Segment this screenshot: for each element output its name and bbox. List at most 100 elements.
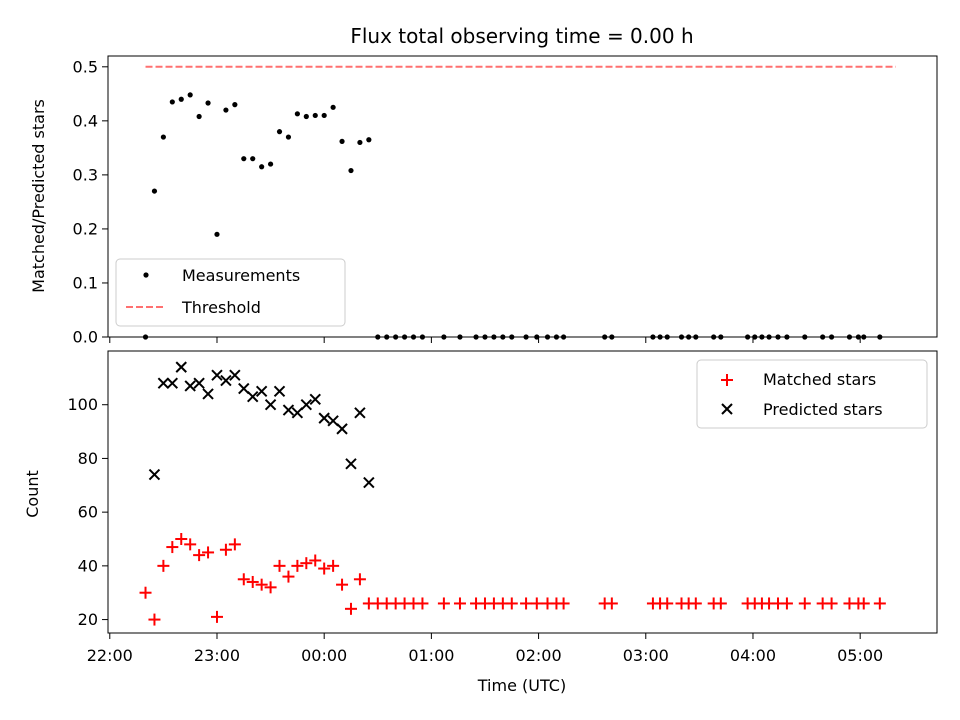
matched-stars-point	[520, 597, 533, 610]
measurements-point	[766, 334, 772, 340]
matched-stars-point	[557, 597, 570, 610]
measurements-point	[339, 138, 345, 144]
measurements-point	[312, 112, 318, 119]
matched-stars-point	[336, 578, 349, 591]
matched-stars-point	[530, 597, 543, 610]
ytick-label: 0.5	[73, 57, 98, 76]
matched-stars-point	[505, 597, 518, 610]
measurements-point	[602, 334, 608, 340]
predicted-stars-point	[211, 369, 223, 381]
matched-stars-point	[437, 597, 450, 610]
predicted-stars-point	[238, 382, 250, 395]
measurements-point	[693, 334, 699, 340]
measurements-point	[375, 334, 381, 340]
legend-matched-marker	[721, 374, 733, 386]
legend-predicted-label: Predicted stars	[763, 400, 883, 419]
measurements-point	[285, 134, 292, 140]
matched-stars-point	[157, 559, 170, 572]
matched-stars-point	[273, 559, 286, 572]
xtick-label: 04:00	[730, 646, 776, 665]
legend-measurements-label: Measurements	[182, 266, 300, 285]
matched-stars-point	[780, 597, 793, 610]
measurements-point	[678, 334, 685, 340]
matched-stars-point	[264, 581, 277, 594]
measurements-point	[820, 334, 826, 340]
matched-stars-point	[148, 613, 161, 626]
matched-stars-point	[291, 559, 304, 572]
measurements-point	[401, 334, 408, 340]
predicted-stars-point	[291, 407, 304, 419]
measurements-point	[223, 107, 229, 113]
measurements-point	[276, 129, 283, 135]
measurements-point	[410, 334, 417, 340]
measurements-point	[560, 334, 567, 340]
measurements-point	[718, 334, 724, 340]
predicted-stars-point	[193, 377, 205, 389]
matched-stars-point	[300, 557, 313, 570]
legend-measurements-marker	[143, 272, 149, 278]
panel-count-xlabel: Time (UTC)	[477, 676, 566, 695]
xtick-label: 03:00	[623, 646, 669, 665]
measurements-point	[419, 334, 426, 340]
xtick-label: 22:00	[87, 646, 133, 665]
predicted-stars-point	[318, 412, 330, 424]
matched-stars-point	[237, 573, 250, 586]
measurements-point	[151, 188, 158, 194]
measurements-point	[160, 134, 166, 140]
measurements-point	[250, 156, 256, 162]
matched-stars-point	[416, 597, 429, 610]
legend-predicted-marker	[721, 403, 733, 415]
matched-stars-point	[798, 597, 811, 610]
measurements-point	[357, 139, 363, 146]
measurements-point	[259, 164, 265, 170]
measurements-point	[500, 334, 506, 340]
matched-stars-point	[873, 597, 886, 610]
matched-stars-point	[605, 597, 618, 610]
measurements-point	[321, 112, 327, 119]
matched-stars-point	[219, 543, 232, 556]
predicted-stars-point	[363, 476, 375, 489]
matched-stars-point	[857, 597, 870, 610]
measurements-point	[544, 334, 551, 340]
measurements-point	[846, 334, 853, 340]
ytick-label: 20	[78, 610, 98, 629]
predicted-stars-point	[202, 388, 214, 400]
measurements-point	[877, 334, 883, 340]
predicted-stars-point	[273, 385, 286, 397]
ytick-label: 0.3	[73, 165, 98, 184]
ytick-label: 60	[78, 503, 98, 522]
measurements-point	[491, 334, 497, 340]
panel-count-ylabel: Count	[23, 470, 42, 518]
ytick-label: 40	[78, 556, 98, 575]
matched-stars-point	[246, 575, 259, 588]
predicted-stars-point	[336, 423, 348, 435]
measurements-point	[686, 334, 692, 340]
measurements-point	[187, 92, 193, 98]
predicted-stars-point	[345, 458, 357, 470]
ytick-label: 0.0	[73, 328, 98, 347]
ytick-label: 0.4	[73, 111, 98, 130]
matched-stars-point	[661, 597, 674, 610]
measurements-point	[457, 334, 463, 340]
predicted-stars-point	[354, 407, 366, 419]
measurements-point	[523, 334, 529, 340]
measurements-point	[294, 111, 300, 117]
measurements-point	[196, 113, 202, 120]
predicted-stars-point	[264, 399, 277, 411]
measurements-point	[775, 334, 781, 340]
matched-stars-point	[184, 538, 197, 551]
ytick-label: 0.1	[73, 273, 98, 292]
panel-ratio-legend-box	[115, 258, 346, 327]
measurements-point	[393, 334, 399, 340]
measurements-point	[861, 334, 867, 340]
measurements-point	[482, 334, 488, 340]
predicted-stars-point	[229, 369, 241, 381]
predicted-stars-point	[157, 377, 170, 389]
measurements-point	[267, 161, 274, 167]
measurements-point	[553, 334, 560, 340]
measurements-point	[828, 334, 835, 340]
ytick-label: 0.2	[73, 219, 98, 238]
matched-stars-point	[825, 597, 838, 610]
matched-stars-point	[210, 610, 223, 623]
